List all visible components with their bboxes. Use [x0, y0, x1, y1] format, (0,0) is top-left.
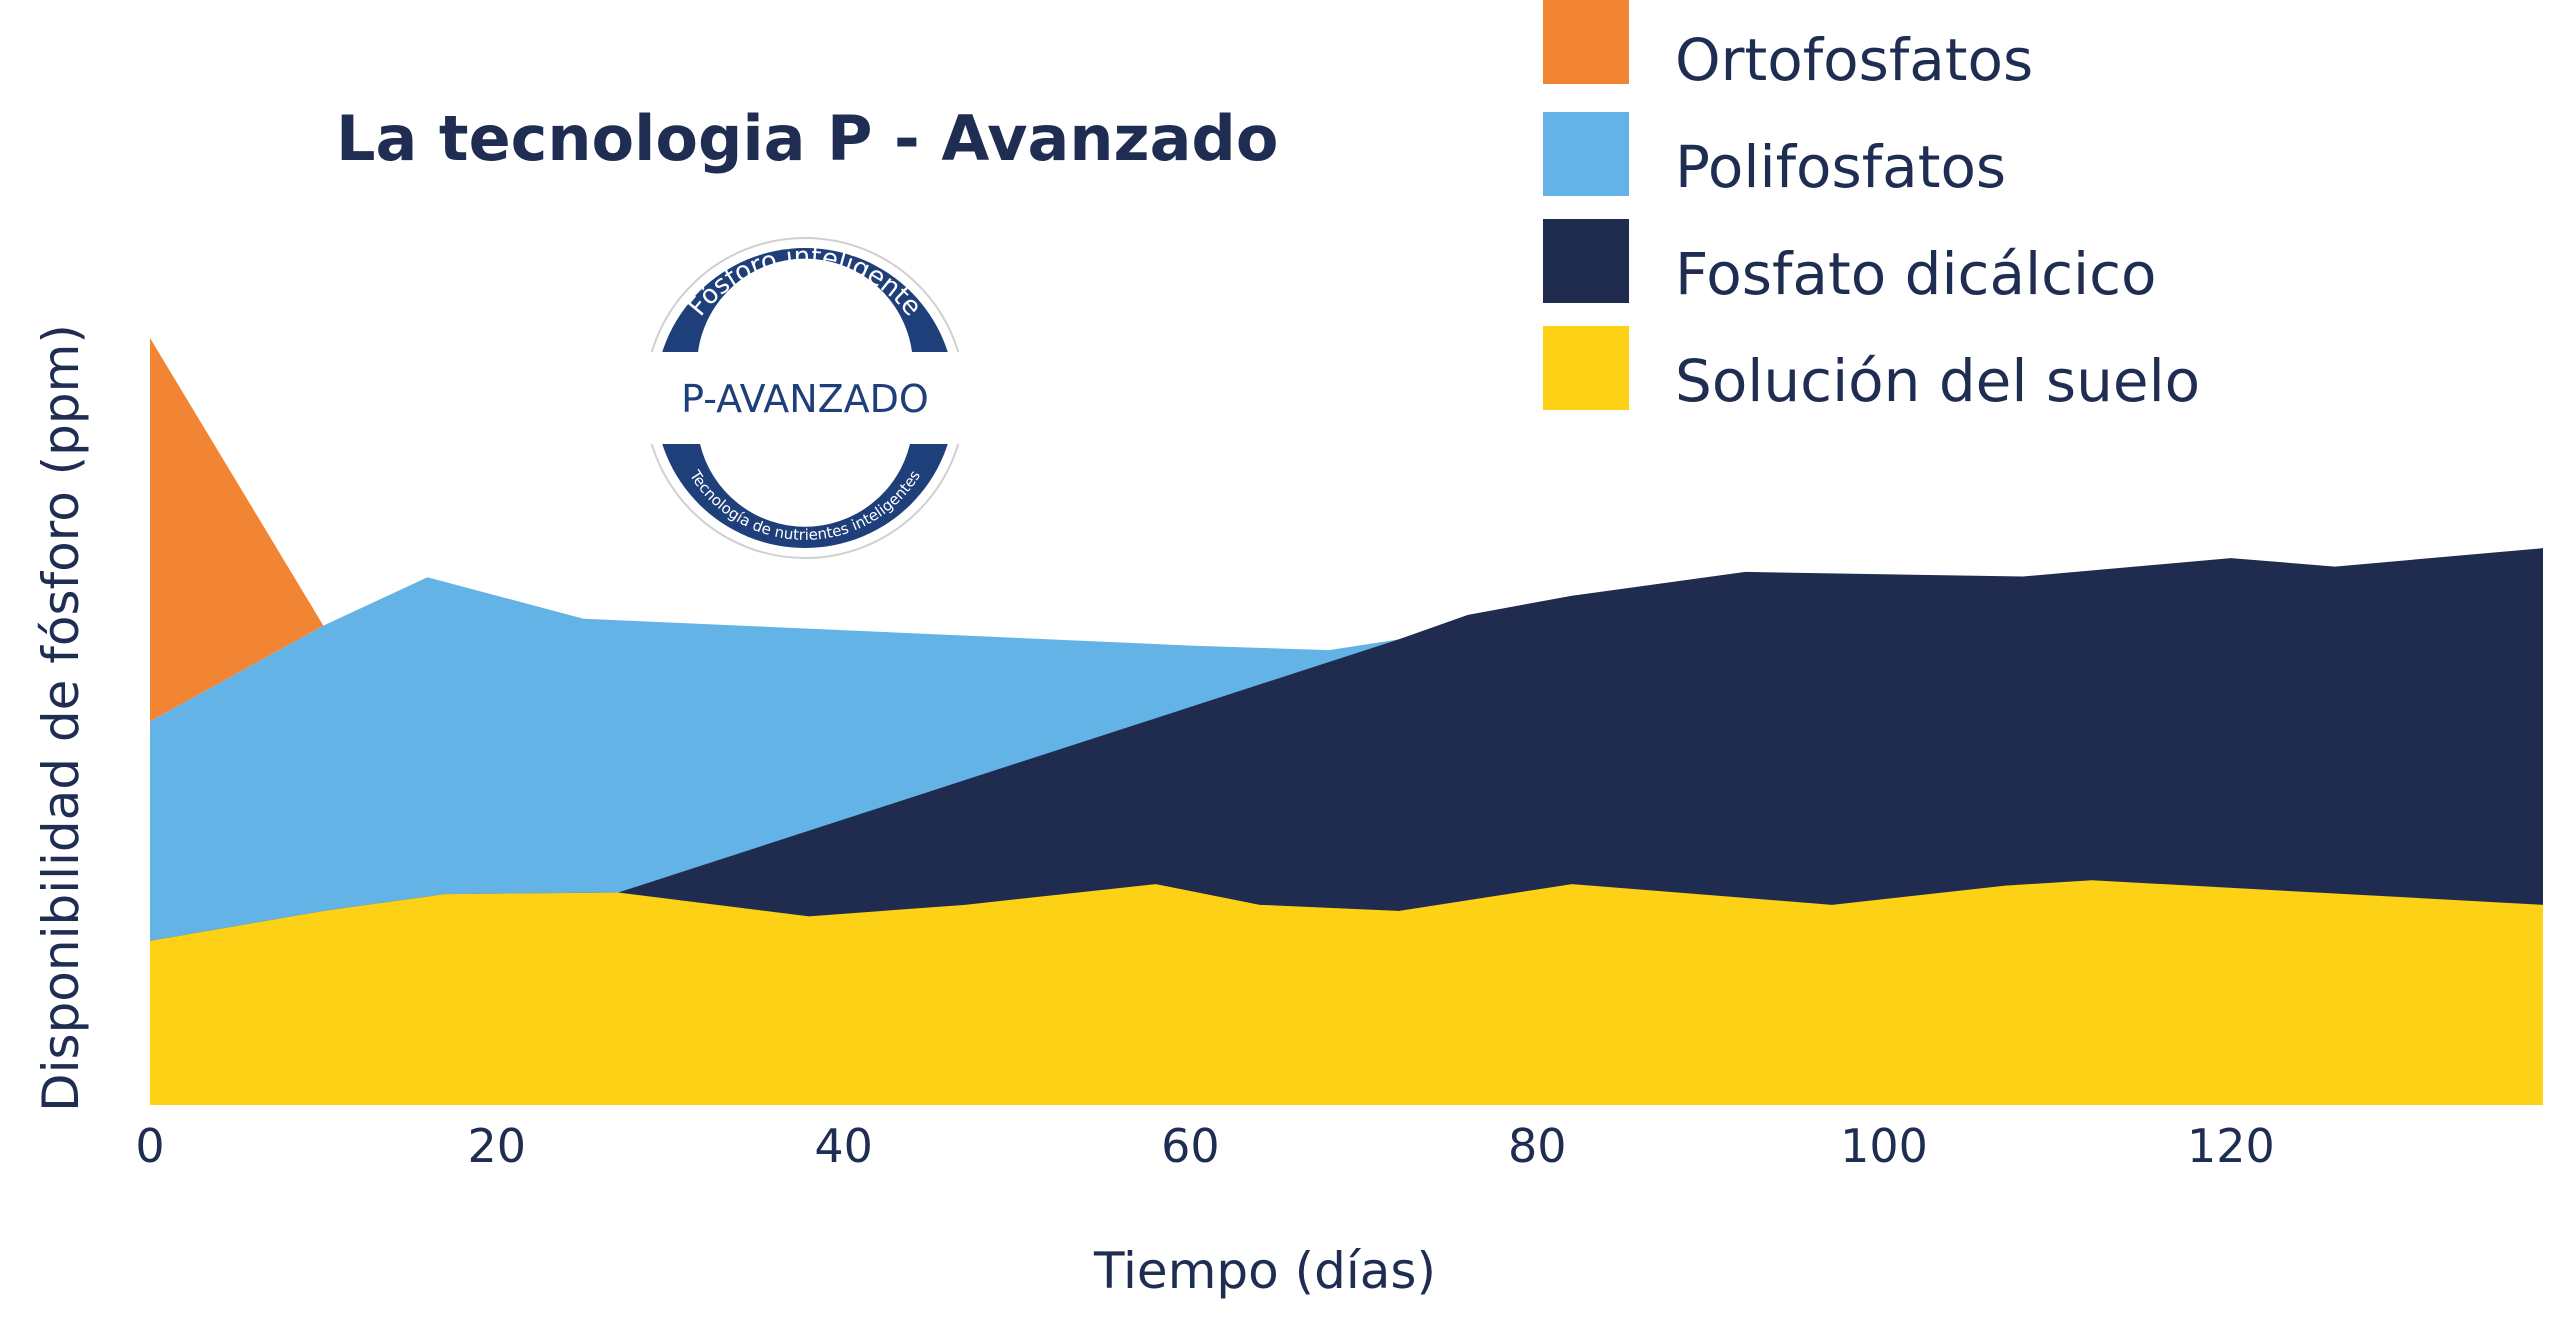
badge-inner-top	[698, 258, 912, 352]
x-tick-label: 20	[468, 1119, 527, 1173]
badge-inner-bottom	[700, 444, 910, 527]
legend-swatch-solucion-del-suelo	[1543, 326, 1629, 410]
x-tick-label: 120	[2187, 1119, 2275, 1173]
x-tick-label: 100	[1840, 1119, 1928, 1173]
x-axis-label: Tiempo (días)	[1093, 1242, 1436, 1300]
x-tick-label: 60	[1161, 1119, 1220, 1173]
legend-swatch-polifosfatos	[1543, 112, 1629, 196]
area-ortofosfatos	[150, 338, 324, 722]
legend-swatch-ortofosfatos	[1543, 0, 1629, 84]
y-axis-label: Disponibilidad de fósforo (ppm)	[32, 324, 90, 1112]
x-tick-label: 40	[814, 1119, 873, 1173]
chart-areas	[150, 338, 2543, 1105]
chart-title: La tecnologia P - Avanzado	[336, 102, 1278, 175]
badge-main-text: P-AVANZADO	[681, 377, 929, 421]
p-avanzado-badge: Fósforo inteligente P-AVANZADO Tecnologí…	[640, 237, 970, 559]
badge-band	[640, 352, 970, 444]
x-tick-label: 80	[1508, 1119, 1567, 1173]
legend-label-polifosfatos: Polifosfatos	[1675, 133, 2006, 201]
x-axis-ticks: 0 20 40 60 80 100 120	[135, 1119, 2274, 1173]
x-tick-label: 0	[135, 1119, 164, 1173]
legend-label-solucion-del-suelo: Solución del suelo	[1675, 347, 2200, 415]
legend-label-ortofosfatos: Ortofosfatos	[1675, 26, 2033, 94]
legend-label-fosfato-dicalcico: Fosfato dicálcico	[1675, 240, 2156, 308]
area-solucion-del-suelo	[150, 880, 2543, 1105]
legend-swatch-fosfato-dicalcico	[1543, 219, 1629, 303]
chart-legend: Ortofosfatos Polifosfatos Fosfato dicálcic…	[1543, 0, 2200, 415]
